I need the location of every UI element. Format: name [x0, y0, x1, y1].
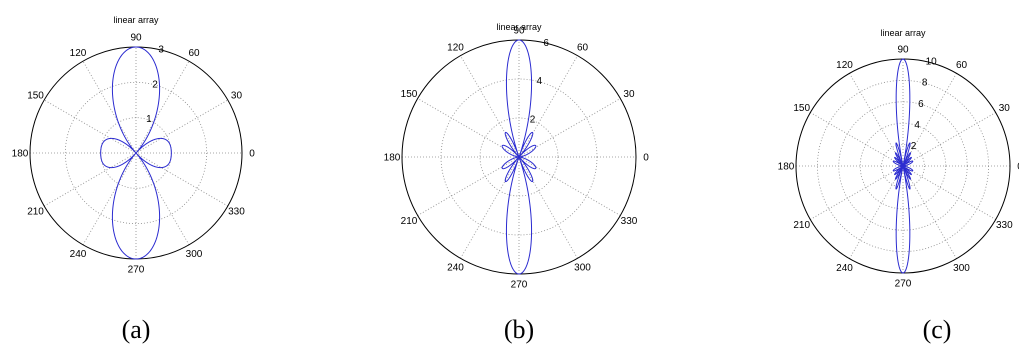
angle-tick-label: 60 [956, 60, 968, 71]
angle-tick-label: 120 [447, 43, 464, 54]
angle-tick-label: 330 [621, 216, 638, 227]
grid-circle [64, 81, 208, 225]
angle-tick-label: 0 [1017, 162, 1019, 173]
angle-tick-label: 90 [897, 45, 909, 56]
pattern-series [892, 58, 914, 274]
angle-tick-label: 300 [186, 249, 203, 260]
angle-tick-label: 240 [447, 262, 464, 273]
angle-tick-label: 180 [12, 149, 29, 160]
subfigure-caption: (b) [504, 315, 534, 344]
grid [29, 46, 243, 260]
angle-tick-labels: 0 30 60 90 120 150 180 210 240 270 300 330 [12, 33, 256, 276]
angle-tick-label: 210 [401, 216, 418, 227]
angle-tick-label: 270 [511, 280, 528, 291]
radial-tick-label: 10 [926, 57, 938, 68]
angle-tick-label: 270 [895, 279, 912, 290]
radial-tick-label: 2 [530, 115, 536, 126]
subfigure-caption: (a) [122, 315, 151, 344]
angle-tick-labels: 0 30 60 90 120 150 180 210 240 270 300 330 [384, 26, 650, 291]
grid-circle [881, 144, 925, 188]
angle-tick-label: 120 [836, 60, 853, 71]
angle-tick-label: 90 [130, 33, 142, 44]
angle-tick-label: 330 [228, 207, 245, 218]
angle-tick-label: 300 [953, 263, 970, 274]
angle-tick-label: 300 [574, 262, 591, 273]
angle-tick-label: 330 [996, 220, 1013, 231]
angle-tick-label: 150 [27, 91, 44, 102]
angle-tick-label: 30 [623, 89, 635, 100]
grid-circle [859, 122, 947, 210]
angle-tick-label: 30 [999, 103, 1011, 114]
angle-tick-label: 210 [793, 220, 810, 231]
polar-plot-c: linear array 030609012015018021024027030… [778, 28, 1019, 344]
radial-tick-label: 6 [543, 38, 549, 49]
radial-tick-label: 2 [911, 141, 917, 152]
angle-tick-label: 150 [793, 103, 810, 114]
angle-tick-label: 60 [188, 48, 200, 59]
angle-tick-label: 30 [231, 91, 243, 102]
plot-title: linear array [880, 28, 926, 38]
angle-tick-label: 120 [70, 48, 87, 59]
angle-tick-label: 180 [384, 153, 401, 164]
angle-tick-label: 150 [401, 89, 418, 100]
polar-plot-b: linear array 0 30 60 90 120 150 180 210 240 270 30… [384, 22, 650, 344]
radial-tick-label: 4 [914, 120, 920, 131]
pattern-series [501, 39, 537, 275]
angle-tick-label: 210 [27, 207, 44, 218]
angle-tick-label: 240 [70, 249, 87, 260]
angle-tick-label: 90 [513, 26, 525, 37]
radial-tick-label: 1 [146, 114, 152, 125]
angle-tick-label: 0 [643, 153, 649, 164]
angle-tick-label: 60 [577, 43, 589, 54]
grid-spoke [44, 99, 228, 207]
radial-tick-labels: 2 4 6 [530, 38, 550, 126]
angle-tick-label: 240 [836, 263, 853, 274]
plot-title: linear array [496, 22, 542, 32]
radial-tick-label: 6 [918, 99, 924, 110]
pattern-series [100, 46, 172, 260]
angle-tick-label: 270 [128, 265, 145, 276]
radial-tick-label: 8 [922, 78, 928, 89]
subfigure-caption: (c) [923, 315, 952, 344]
angle-tick-label: 0 [249, 149, 255, 160]
radial-tick-label: 4 [537, 76, 543, 87]
radial-tick-labels: 1 2 3 [146, 45, 164, 126]
plot-title: linear array [113, 15, 159, 25]
angle-tick-label: 180 [778, 162, 795, 173]
radial-tick-label: 3 [158, 45, 164, 56]
radial-tick-labels: 2 4 6 8 10 [911, 57, 937, 152]
radial-tick-label: 2 [152, 79, 158, 90]
polar-plot-a: linear array 0 30 60 90 120 150 180 210 240 270 30… [12, 15, 256, 344]
